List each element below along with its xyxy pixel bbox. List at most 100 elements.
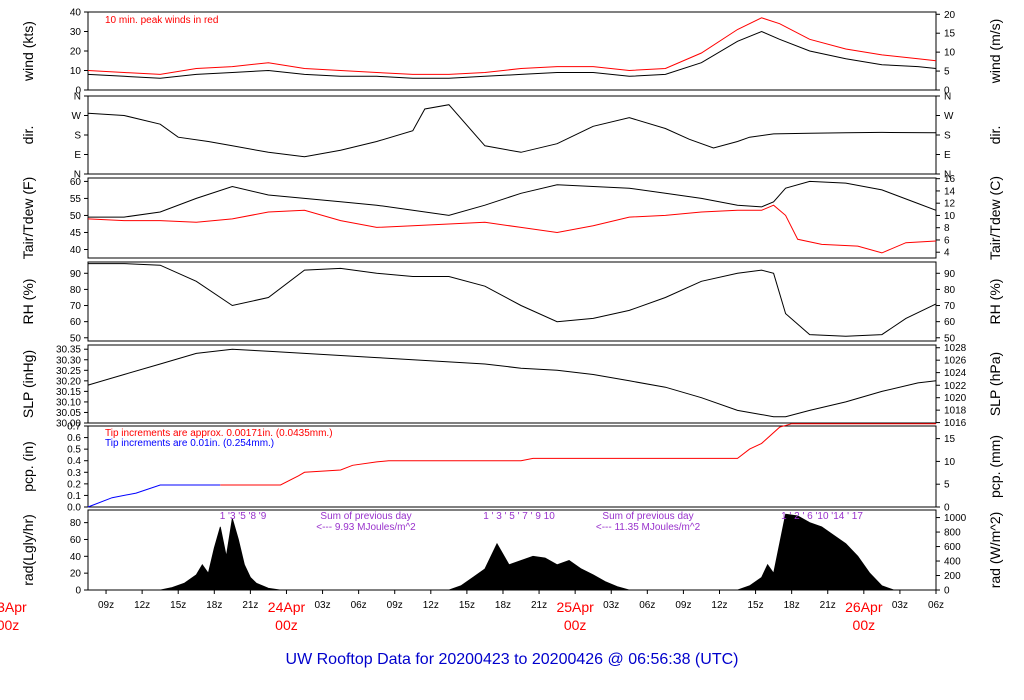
x-tick-label: 03z xyxy=(314,600,330,611)
panel-frame xyxy=(87,425,937,508)
y-tick-label-right: 1026 xyxy=(944,356,967,367)
y-tick-label: 0.3 xyxy=(67,468,81,479)
panel-slp: 30.0030.0530.1030.1530.2030.2530.3030.35… xyxy=(20,343,1003,429)
y-tick-label-right: N xyxy=(944,92,951,103)
x-tick-label: 15z xyxy=(170,600,186,611)
y-tick-label-right: 60 xyxy=(944,317,956,328)
y-tick-label: 55 xyxy=(70,194,82,205)
y-axis-label-right: RH (%) xyxy=(987,279,1003,325)
y-tick-label-right: 16 xyxy=(944,174,956,185)
sum-note-line1: Sum of previous day xyxy=(602,511,693,522)
series-area-0 xyxy=(160,513,936,591)
y-tick-label-right: 1024 xyxy=(944,368,967,379)
x-day-label: 23Apr xyxy=(0,599,27,615)
x-tick-label: 06z xyxy=(351,600,367,611)
x-tick-label: 06z xyxy=(928,600,944,611)
y-tick-label: 0 xyxy=(75,86,81,97)
series-line-1 xyxy=(87,17,937,75)
y-axis-label: SLP (inHg) xyxy=(20,350,36,418)
y-tick-label: 20 xyxy=(70,569,82,580)
y-tick-label: 0 xyxy=(75,586,81,597)
series-line-0 xyxy=(87,348,937,418)
x-day-sublabel: 00z xyxy=(275,617,298,633)
panel-wind: 0 10 20 30 40 0 5 10 15 20 wind (kts) wind (m/s) 10 … xyxy=(20,8,1003,97)
y-tick-label: 80 xyxy=(70,285,82,296)
y-tick-label: 80 xyxy=(70,518,82,529)
y-axis-label-right: rad (W/m^2) xyxy=(987,512,1003,589)
x-tick-label: 12z xyxy=(134,600,150,611)
y-tick-label-right: 10 xyxy=(944,211,956,222)
y-tick-label: 30.35 xyxy=(56,345,81,356)
panel-frame xyxy=(87,95,937,175)
chart-title: UW Rooftop Data for 20200423 to 20200426… xyxy=(286,651,739,668)
y-tick-label-right: 8 xyxy=(944,223,950,234)
x-tick-label: 21z xyxy=(531,600,547,611)
y-tick-label: 0.5 xyxy=(67,445,81,456)
y-tick-label-right: 800 xyxy=(944,528,961,539)
x-day-sublabel: 00z xyxy=(0,617,19,633)
y-tick-label: 10 xyxy=(70,66,82,77)
panel-frame xyxy=(87,177,937,259)
series-line-1 xyxy=(220,423,936,486)
y-tick-label: N xyxy=(74,170,81,181)
y-tick-label: 0.0 xyxy=(67,503,81,514)
y-tick-label-right: 70 xyxy=(944,301,956,312)
y-tick-label-right: 6 xyxy=(944,235,950,246)
y-tick-label-right: 14 xyxy=(944,186,956,197)
y-tick-label: W xyxy=(72,111,82,122)
panel-pcp: 0.00.10.20.30.40.50.60.7 0 5 10 15 pcp. (in) p… xyxy=(20,422,1003,514)
series-line-0 xyxy=(87,484,221,508)
x-tick-label: 03z xyxy=(603,600,619,611)
y-tick-label: 0.7 xyxy=(67,422,81,433)
y-tick-label: 30.05 xyxy=(56,408,81,419)
y-tick-label-right: 1028 xyxy=(944,343,967,354)
y-tick-label-right: S xyxy=(944,131,951,142)
y-tick-label-right: 1022 xyxy=(944,381,967,392)
x-day-label: 24Apr xyxy=(268,599,306,615)
y-tick-label-right: 20 xyxy=(944,10,956,21)
y-tick-label: 30 xyxy=(70,27,82,38)
y-axis-label-right: pcp. (mm) xyxy=(987,435,1003,498)
series-line-0 xyxy=(87,104,937,158)
y-tick-label: E xyxy=(74,150,81,161)
y-tick-label: 40 xyxy=(70,8,82,19)
y-axis-label-right: SLP (hPa) xyxy=(987,352,1003,416)
y-tick-label: 30.25 xyxy=(56,366,81,377)
y-tick-label: 90 xyxy=(70,269,82,280)
x-tick-label: 15z xyxy=(459,600,475,611)
y-tick-label-right: 200 xyxy=(944,571,961,582)
y-tick-label: 40 xyxy=(70,552,82,563)
y-tick-label-right: 10 xyxy=(944,457,956,468)
y-tick-label-right: 12 xyxy=(944,199,956,210)
sum-note-line2: <--- 9.93 MJoules/m^2 xyxy=(316,522,416,533)
y-tick-label-right: 80 xyxy=(944,285,956,296)
y-tick-label-right: 1016 xyxy=(944,418,967,429)
y-tick-label-right: 1018 xyxy=(944,406,967,417)
y-tick-label-right: 50 xyxy=(944,333,956,344)
x-tick-label: 18z xyxy=(495,600,511,611)
series-line-0 xyxy=(87,30,937,79)
y-tick-label: 40 xyxy=(70,245,82,256)
x-tick-label: 18z xyxy=(784,600,800,611)
series-line-0 xyxy=(88,263,937,337)
y-tick-label: 30.30 xyxy=(56,355,81,366)
y-axis-label: dir. xyxy=(20,126,36,145)
y-tick-label-right: N xyxy=(944,170,951,181)
y-tick-label: 0.6 xyxy=(67,433,81,444)
y-axis-label-right: wind (m/s) xyxy=(987,19,1003,85)
y-tick-label: 20 xyxy=(70,47,82,58)
y-tick-label: 60 xyxy=(70,317,82,328)
panel-frame xyxy=(87,344,937,424)
x-tick-label: 21z xyxy=(820,600,836,611)
y-tick-label-right: W xyxy=(944,111,954,122)
y-axis-label-right: dir. xyxy=(987,126,1003,145)
y-tick-label-right: 15 xyxy=(944,29,956,40)
x-tick-label: 03z xyxy=(892,600,908,611)
panel-annotation: 10 min. peak winds in red xyxy=(105,15,218,26)
x-tick-label: 18z xyxy=(206,600,222,611)
x-tick-label: 09z xyxy=(98,600,114,611)
y-tick-label: 30.15 xyxy=(56,387,81,398)
y-tick-label: 30.10 xyxy=(56,397,81,408)
